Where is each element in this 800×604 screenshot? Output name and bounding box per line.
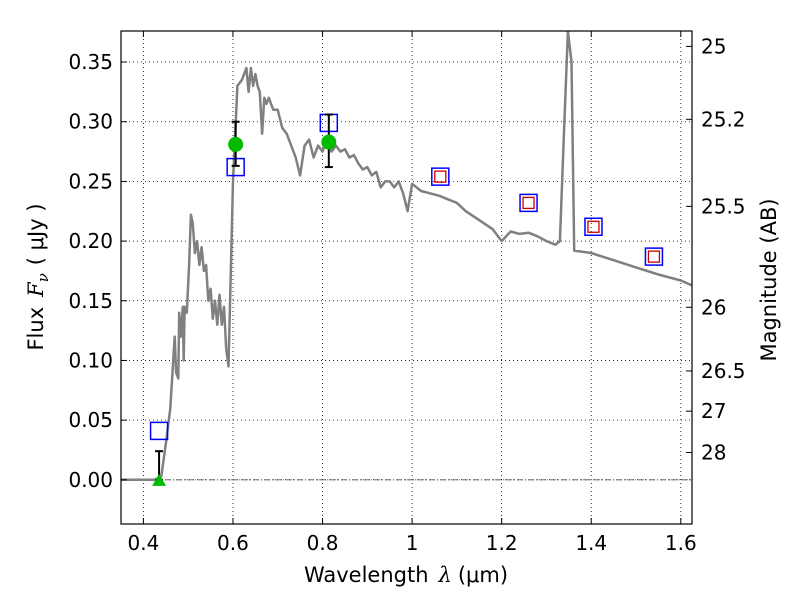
- y-axis-label-subscript: ν: [34, 273, 52, 282]
- magnitude-axis-ticks: 25 25.2 25.5 26 26.5 27 28: [686, 34, 746, 464]
- model-bandpass-marker: [519, 193, 538, 213]
- magnitude-tick-label: 26.5: [701, 359, 746, 383]
- y-tick-label: 0.10: [68, 348, 113, 372]
- y-axis-label-text: Flux: [24, 307, 48, 351]
- y-tick-label: 0.30: [68, 110, 113, 134]
- y-axis-label-symbol: F: [24, 281, 48, 298]
- model-spectrum-line: [121, 31, 692, 482]
- x-tick-label: 0.8: [307, 531, 339, 555]
- x-tick-label: 1.6: [665, 531, 697, 555]
- x-axis-label-unit: (μm): [458, 563, 508, 587]
- magnitude-tick-label: 25.5: [701, 194, 746, 218]
- y-tick-label: 0.35: [68, 50, 113, 74]
- x-axis-label-symbol: λ: [438, 563, 452, 587]
- magnitude-tick-label: 25: [701, 34, 726, 58]
- x-tick-label: 1: [406, 531, 419, 555]
- x-axis-label-text: Wavelength: [304, 563, 429, 587]
- model-bandpass-marker: [584, 217, 603, 237]
- y-tick-label: 0.25: [68, 169, 113, 193]
- y-tick-label: 0.00: [68, 468, 113, 492]
- y-axis-label-unit: ( μJy ): [24, 203, 48, 265]
- detection-marker: [321, 134, 337, 150]
- magnitude-tick-label: 25.2: [701, 107, 746, 131]
- model-bandpass-marker: [644, 247, 664, 266]
- x-axis-ticks: 0.4 0.6 0.8 1 1.2 1.4 1.6: [127, 31, 697, 555]
- y-tick-label: 0.20: [68, 229, 113, 253]
- model-bandpass-marker: [149, 421, 169, 441]
- magnitude-tick-label: 27: [701, 399, 726, 423]
- data-markers: [149, 113, 664, 486]
- observed-flux-marker: [647, 250, 661, 263]
- x-tick-label: 1.2: [486, 531, 518, 555]
- magnitude-tick-label: 28: [701, 440, 726, 464]
- observed-flux-marker: [522, 196, 535, 210]
- y-axis-ticks: 0.00 0.05 0.10 0.15 0.20 0.25 0.30 0.35: [68, 50, 127, 492]
- y-tick-label: 0.15: [68, 289, 113, 313]
- model-bandpass-marker: [431, 167, 450, 186]
- x-tick-label: 0.6: [217, 531, 249, 555]
- observed-flux-marker: [434, 170, 447, 183]
- x-tick-label: 1.4: [575, 531, 607, 555]
- x-axis-label: Wavelength λ (μm): [304, 563, 508, 587]
- y-tick-label: 0.05: [68, 408, 113, 432]
- y2-axis-label: Magnitude (AB): [757, 198, 781, 361]
- x-tick-label: 0.4: [127, 531, 159, 555]
- y-axis-label: Flux Fν ( μJy ): [24, 203, 52, 350]
- plot-frame: [120, 30, 693, 525]
- upper-limit-marker: [152, 473, 167, 486]
- observed-flux-marker: [587, 220, 600, 233]
- magnitude-tick-label: 26: [701, 295, 726, 319]
- detection-marker: [228, 136, 244, 152]
